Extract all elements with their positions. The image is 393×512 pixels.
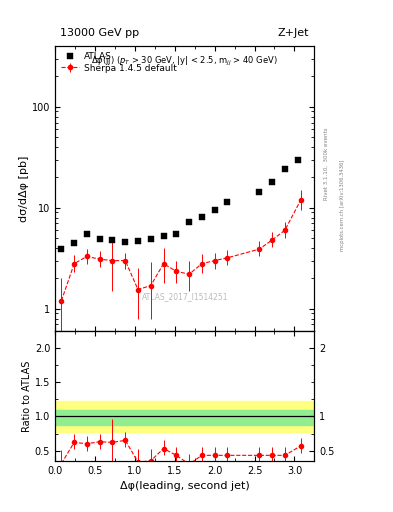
ATLAS	[97, 236, 102, 242]
ATLAS	[110, 237, 115, 243]
ATLAS	[212, 207, 217, 213]
Y-axis label: dσ/dΔφ [pb]: dσ/dΔφ [pb]	[19, 156, 29, 222]
Text: Rivet 3.1.10,  300k events: Rivet 3.1.10, 300k events	[324, 127, 329, 200]
ATLAS	[187, 219, 191, 225]
ATLAS	[174, 231, 179, 237]
ATLAS	[136, 238, 140, 244]
ATLAS	[200, 214, 204, 220]
Text: 13000 GeV pp: 13000 GeV pp	[60, 28, 140, 37]
ATLAS	[161, 232, 166, 239]
Text: Z+Jet: Z+Jet	[278, 28, 309, 37]
ATLAS	[149, 236, 153, 242]
ATLAS	[257, 188, 262, 195]
ATLAS	[59, 246, 64, 252]
Legend: ATLAS, Sherpa 1.4.5 default: ATLAS, Sherpa 1.4.5 default	[59, 51, 178, 74]
ATLAS	[270, 179, 274, 185]
Text: $\Delta\phi$(jj) ($p_T$ > 30 GeV, |y| < 2.5, m$_{jj}$ > 40 GeV): $\Delta\phi$(jj) ($p_T$ > 30 GeV, |y| < …	[91, 55, 278, 68]
ATLAS	[72, 240, 77, 246]
ATLAS	[295, 157, 300, 163]
X-axis label: Δφ(leading, second jet): Δφ(leading, second jet)	[120, 481, 250, 491]
ATLAS	[84, 231, 89, 237]
ATLAS	[123, 239, 128, 245]
Y-axis label: Ratio to ATLAS: Ratio to ATLAS	[22, 360, 32, 432]
Text: ATLAS_2017_I1514251: ATLAS_2017_I1514251	[141, 292, 228, 302]
Text: mcplots.cern.ch [arXiv:1306.3436]: mcplots.cern.ch [arXiv:1306.3436]	[340, 159, 345, 250]
Line: ATLAS: ATLAS	[58, 157, 301, 252]
ATLAS	[283, 166, 287, 173]
ATLAS	[225, 199, 230, 205]
